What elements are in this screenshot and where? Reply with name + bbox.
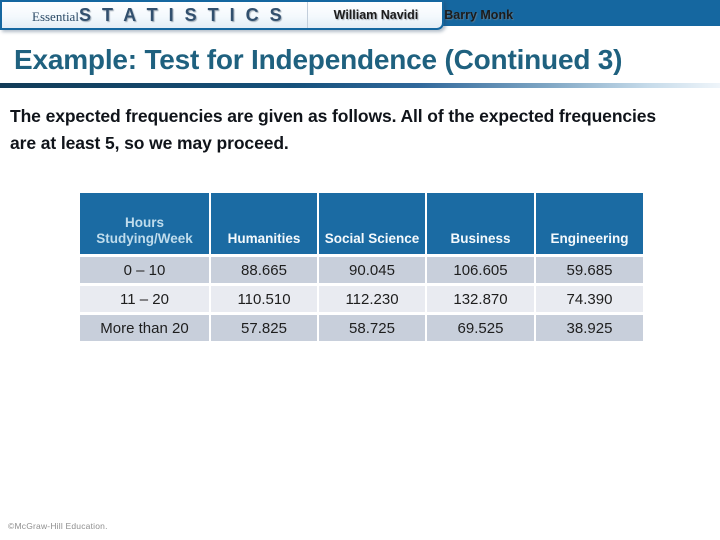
value-cell: 110.510 <box>209 283 319 315</box>
row-label-cell: 11 – 20 <box>78 283 211 315</box>
value-cell: 59.685 <box>534 254 645 286</box>
table-row: 0 – 10 88.665 90.045 106.605 59.685 <box>78 254 645 286</box>
column-header: Business <box>425 193 536 257</box>
column-header: Humanities <box>209 193 319 257</box>
value-cell: 58.725 <box>317 312 427 344</box>
table-row: 11 – 20 110.510 112.230 132.870 74.390 <box>78 283 645 315</box>
value-cell: 112.230 <box>317 283 427 315</box>
slide-title: Example: Test for Independence (Continue… <box>14 44 623 75</box>
column-header: Social Science <box>317 193 427 257</box>
top-banner: Essential S T A T I S T I C S William Na… <box>0 0 720 30</box>
title-divider <box>0 83 720 88</box>
column-header: Hours Studying/Week <box>78 193 211 257</box>
row-label-cell: 0 – 10 <box>78 254 211 286</box>
row-label-cell: More than 20 <box>78 312 211 344</box>
value-cell: 38.925 <box>534 312 645 344</box>
value-cell: 74.390 <box>534 283 645 315</box>
column-header: Engineering <box>534 193 645 257</box>
body-paragraph: The expected frequencies are given as fo… <box>10 106 657 153</box>
value-cell: 106.605 <box>425 254 536 286</box>
value-cell: 88.665 <box>209 254 319 286</box>
author-box: William Navidi Barry Monk <box>306 2 514 28</box>
value-cell: 132.870 <box>425 283 536 315</box>
brand-logo: Essential S T A T I S T I C S <box>32 5 285 26</box>
banner-light-box: Essential S T A T I S T I C S William Na… <box>0 0 513 30</box>
table-row: More than 20 57.825 58.725 69.525 38.925 <box>78 312 645 344</box>
table-header-row: Hours Studying/Week Humanities Social Scie… <box>78 193 645 257</box>
copyright-footer: ©McGraw-Hill Education. <box>8 521 108 531</box>
logo-essential-text: Essential <box>32 8 79 24</box>
value-cell: 69.525 <box>425 312 536 344</box>
table-body: 0 – 10 88.665 90.045 106.605 59.685 11 – 20 11… <box>78 254 645 344</box>
expected-frequencies-table: Hours Studying/Week Humanities Social Scie… <box>78 193 645 344</box>
value-cell: 90.045 <box>317 254 427 286</box>
author-name-monk: Barry Monk <box>444 8 514 22</box>
author-name-navidi: William Navidi <box>333 8 419 22</box>
logo-statistics-text: S T A T I S T I C S <box>78 4 285 25</box>
value-cell: 57.825 <box>209 312 319 344</box>
